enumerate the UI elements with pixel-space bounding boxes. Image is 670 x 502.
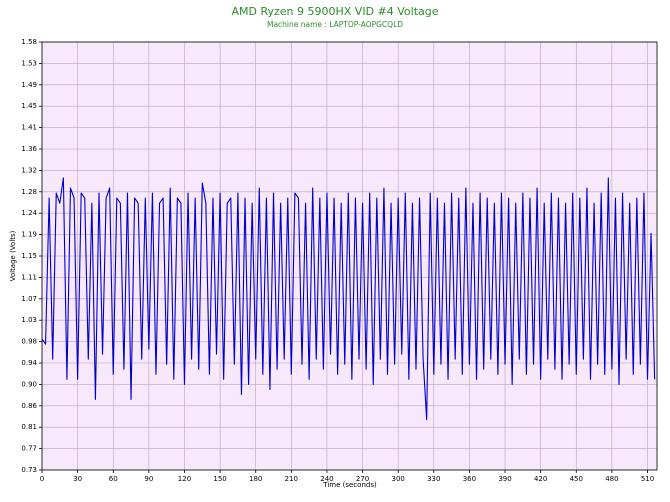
y-tick-label: 0.94 bbox=[21, 359, 37, 367]
y-tick-label: 1.03 bbox=[21, 316, 37, 324]
y-tick-label: 1.45 bbox=[21, 102, 37, 110]
x-tick-label: 240 bbox=[320, 475, 333, 483]
x-tick-label: 180 bbox=[249, 475, 262, 483]
plot-frame bbox=[41, 41, 658, 471]
y-tick-label: 1.07 bbox=[21, 295, 37, 303]
y-tick-label: 1.11 bbox=[21, 273, 37, 281]
x-tick-label: 0 bbox=[40, 475, 44, 483]
x-tick-label: 150 bbox=[213, 475, 226, 483]
y-tick-label: 0.98 bbox=[21, 338, 37, 346]
x-tick-label: 360 bbox=[463, 475, 476, 483]
x-tick-label: 270 bbox=[356, 475, 369, 483]
y-tick-label: 1.32 bbox=[21, 166, 37, 174]
x-tick-label: 420 bbox=[534, 475, 547, 483]
y-tick-label: 1.49 bbox=[21, 81, 37, 89]
y-tick-label: 0.77 bbox=[21, 445, 37, 453]
y-axis-label: Voltage (Volts) bbox=[9, 230, 17, 281]
y-tick-label: 0.86 bbox=[21, 402, 37, 410]
x-tick-label: 210 bbox=[285, 475, 298, 483]
data-line bbox=[41, 177, 656, 421]
y-tick-label: 1.28 bbox=[21, 188, 37, 196]
chart-subtitle: Machine name : LAPTOP-AOPGCQLD bbox=[267, 20, 403, 29]
y-tick-label: 0.81 bbox=[21, 423, 37, 431]
y-tick-label: 1.58 bbox=[21, 38, 37, 46]
x-axis-label: Time (seconds) bbox=[322, 481, 377, 489]
x-tick-label: 30 bbox=[73, 475, 82, 483]
x-tick-label: 450 bbox=[570, 475, 583, 483]
y-tick-label: 1.53 bbox=[21, 59, 37, 67]
y-tick-label: 0.73 bbox=[21, 466, 37, 474]
x-tick-label: 390 bbox=[498, 475, 511, 483]
x-tick-label: 60 bbox=[109, 475, 118, 483]
y-tick-label: 1.41 bbox=[21, 124, 37, 132]
x-tick-label: 480 bbox=[605, 475, 618, 483]
x-tick-label: 300 bbox=[391, 475, 404, 483]
x-tick-label: 330 bbox=[427, 475, 440, 483]
x-tick-label: 120 bbox=[178, 475, 191, 483]
y-tick-label: 1.19 bbox=[21, 231, 37, 239]
y-tick-label: 1.36 bbox=[21, 145, 37, 153]
x-tick-label: 510 bbox=[641, 475, 654, 483]
y-tick-label: 1.24 bbox=[21, 209, 37, 217]
chart-title: AMD Ryzen 9 5900HX VID #4 Voltage bbox=[231, 5, 438, 18]
x-tick-label: 90 bbox=[144, 475, 153, 483]
y-tick-label: 0.90 bbox=[21, 380, 37, 388]
y-tick-label: 1.15 bbox=[21, 252, 37, 260]
